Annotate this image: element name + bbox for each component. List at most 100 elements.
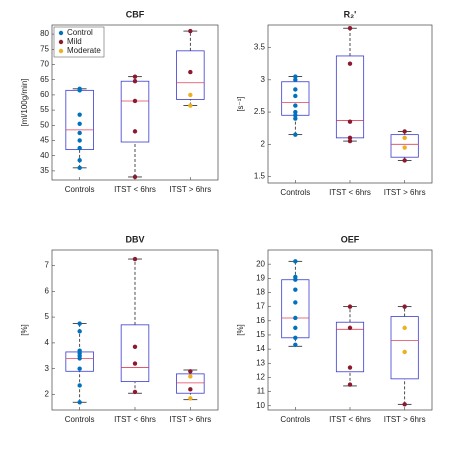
data-point bbox=[347, 365, 353, 370]
data-point bbox=[293, 315, 298, 321]
data-point bbox=[77, 130, 82, 136]
legend-marker bbox=[58, 30, 64, 36]
data-point bbox=[132, 361, 138, 366]
data-point bbox=[293, 87, 298, 92]
y-tick-label: 2 bbox=[45, 390, 50, 399]
data-point bbox=[293, 116, 298, 121]
y-tick-label: 6 bbox=[45, 286, 50, 295]
data-point bbox=[77, 400, 82, 405]
x-tick-label: ITST > 6hrs bbox=[169, 185, 211, 194]
x-tick-label: ITST > 6hrs bbox=[384, 415, 426, 424]
data-point bbox=[132, 174, 138, 180]
data-point bbox=[402, 304, 407, 309]
data-point bbox=[132, 344, 138, 349]
legend-marker bbox=[58, 48, 64, 54]
data-point bbox=[77, 138, 82, 143]
data-point bbox=[77, 112, 82, 117]
y-tick-label: 17 bbox=[256, 302, 265, 311]
data-point bbox=[347, 26, 353, 31]
data-point bbox=[347, 135, 353, 141]
x-tick-label: Controls bbox=[280, 415, 310, 424]
y-tick-label: 16 bbox=[256, 316, 265, 325]
data-point bbox=[293, 93, 298, 99]
y-tick-label: 80 bbox=[40, 29, 49, 38]
data-point bbox=[77, 356, 82, 361]
data-point bbox=[188, 369, 193, 374]
data-point bbox=[77, 88, 82, 93]
x-tick-label: ITST > 6hrs bbox=[169, 415, 211, 424]
box bbox=[120, 324, 150, 383]
data-point bbox=[188, 396, 193, 401]
data-point bbox=[293, 335, 298, 340]
box bbox=[176, 50, 205, 100]
data-point bbox=[293, 103, 298, 108]
y-axis-label: [ml/100g/min] bbox=[20, 78, 29, 126]
data-point bbox=[293, 113, 298, 118]
x-tick-label: ITST < 6hrs bbox=[329, 415, 371, 424]
data-point bbox=[347, 304, 353, 309]
legend-marker bbox=[58, 39, 64, 45]
data-point bbox=[402, 129, 407, 134]
data-point bbox=[77, 121, 82, 126]
y-tick-label: 2 bbox=[261, 139, 266, 148]
data-point bbox=[293, 77, 298, 83]
y-tick-label: 19 bbox=[256, 273, 265, 282]
data-point bbox=[188, 374, 193, 379]
data-point bbox=[347, 61, 353, 66]
y-tick-label: 5 bbox=[45, 312, 50, 321]
y-tick-label: 3.5 bbox=[254, 43, 266, 52]
y-tick-label: 70 bbox=[40, 60, 49, 69]
data-point bbox=[188, 69, 193, 75]
data-point bbox=[293, 132, 298, 137]
data-point bbox=[402, 402, 407, 407]
data-point bbox=[132, 74, 138, 79]
data-point bbox=[293, 277, 298, 282]
y-tick-label: 40 bbox=[40, 151, 49, 160]
data-point bbox=[293, 325, 298, 331]
y-tick-label: 18 bbox=[256, 288, 265, 297]
subplot-title: CBF bbox=[126, 9, 145, 19]
data-point bbox=[77, 366, 82, 371]
legend-label: Control bbox=[67, 28, 93, 37]
data-point bbox=[402, 135, 407, 141]
y-axis-label: [%] bbox=[20, 324, 29, 336]
x-tick-label: Controls bbox=[65, 185, 95, 194]
data-point bbox=[402, 145, 407, 150]
x-tick-label: ITST < 6hrs bbox=[114, 185, 156, 194]
x-tick-label: ITST < 6hrs bbox=[329, 188, 371, 197]
data-point bbox=[77, 383, 82, 388]
data-point bbox=[402, 325, 407, 331]
y-axis-label: [%] bbox=[236, 324, 245, 336]
y-tick-label: 35 bbox=[40, 166, 49, 175]
y-tick-label: 50 bbox=[40, 120, 49, 129]
data-point bbox=[77, 165, 82, 171]
y-tick-label: 11 bbox=[257, 387, 266, 396]
y-tick-label: 15 bbox=[256, 330, 265, 339]
y-tick-label: 2.5 bbox=[254, 107, 266, 116]
subplot-title: DBV bbox=[125, 234, 144, 244]
data-point bbox=[347, 382, 353, 387]
x-tick-label: ITST < 6hrs bbox=[114, 415, 156, 424]
data-point bbox=[132, 129, 138, 134]
y-tick-label: 13 bbox=[256, 358, 265, 367]
data-point bbox=[188, 387, 193, 392]
data-point bbox=[132, 79, 138, 84]
y-tick-label: 45 bbox=[40, 136, 49, 145]
y-tick-label: 65 bbox=[40, 75, 49, 84]
y-tick-label: 4 bbox=[45, 338, 50, 347]
y-axis-label: [s⁻¹] bbox=[236, 96, 245, 111]
data-point bbox=[132, 256, 138, 262]
y-tick-label: 75 bbox=[40, 44, 49, 53]
subplot: DBV [%] 2 3 4 5 6 7 Controls ITST < 6hrs ITST > 6h… bbox=[20, 234, 219, 424]
legend-label: Mild bbox=[67, 37, 82, 46]
data-point bbox=[293, 342, 298, 348]
data-point bbox=[77, 321, 82, 326]
subplot: R₂' [s⁻¹] 1.5 2 2.5 3 3.5 Controls ITST < 6hrs IT… bbox=[236, 9, 433, 197]
subplot-title: OEF bbox=[341, 234, 360, 244]
y-tick-label: 10 bbox=[256, 401, 265, 410]
y-tick-label: 55 bbox=[40, 105, 49, 114]
y-tick-label: 3 bbox=[45, 364, 50, 373]
data-point bbox=[77, 158, 82, 163]
box bbox=[335, 321, 365, 373]
